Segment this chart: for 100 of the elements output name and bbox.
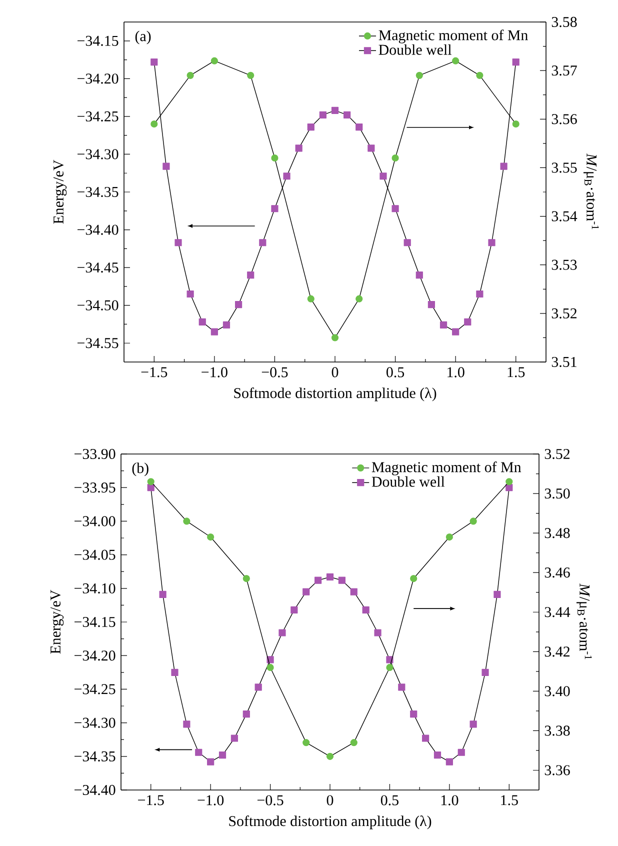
point <box>319 111 326 118</box>
y2-tick-label: 3.36 <box>544 765 570 776</box>
point <box>380 172 387 180</box>
y-tick-label: −34.20 <box>74 650 116 661</box>
y-tick-label: −34.35 <box>78 186 118 198</box>
x-tick-label: 0.5 <box>386 367 404 378</box>
point <box>230 734 238 742</box>
y-tick-label: −34.35 <box>74 751 116 762</box>
y-tick-label: −34.25 <box>74 684 116 694</box>
point <box>271 205 278 212</box>
point <box>218 752 226 759</box>
point <box>488 239 496 246</box>
point <box>234 301 242 308</box>
x-tick-label: −0.5 <box>262 367 288 378</box>
point <box>314 576 322 584</box>
point <box>283 172 290 180</box>
y-tick-label: −34.30 <box>78 149 118 160</box>
point <box>470 720 477 728</box>
point <box>162 162 170 170</box>
point <box>307 295 314 302</box>
point <box>452 57 460 64</box>
point <box>254 684 262 691</box>
point <box>368 144 375 152</box>
y2-tick-label: 3.40 <box>544 686 570 696</box>
point <box>356 123 363 131</box>
legend-label: Magnetic moment of Mn <box>378 30 528 44</box>
y2-tick-label: 3.53 <box>552 260 577 270</box>
point <box>247 72 254 79</box>
point <box>410 574 418 582</box>
x-tick-label: 1.0 <box>441 795 458 806</box>
point <box>386 664 394 672</box>
point <box>458 748 465 756</box>
legend-label: Double well <box>378 44 452 55</box>
y2-tick-label: 3.44 <box>544 607 570 618</box>
y-tick-label: −34.00 <box>74 516 116 526</box>
point <box>398 684 406 691</box>
point <box>302 739 310 746</box>
y-axis-title: Energy/eV <box>54 160 67 224</box>
point <box>494 590 501 598</box>
point <box>476 72 484 79</box>
y2-axis-title: M/μ$_{B}$·atom$^{-1}$ <box>576 583 592 660</box>
point <box>198 318 206 326</box>
x-tick-label: 0 <box>326 795 334 806</box>
point <box>344 111 351 118</box>
y-tick-label: −34.05 <box>74 550 116 560</box>
point <box>259 239 266 246</box>
legend-label: Magnetic moment of Mn <box>372 462 522 476</box>
x-tick-label: 1.5 <box>508 367 525 378</box>
point <box>242 710 250 718</box>
point <box>331 334 339 342</box>
point <box>410 710 418 718</box>
point <box>464 318 472 326</box>
y-axis-title: Energy/eV <box>50 590 64 654</box>
point <box>207 533 214 541</box>
x-tick-label: −0.5 <box>257 795 284 806</box>
point <box>374 629 382 636</box>
point <box>183 518 190 525</box>
x-tick-label: −1.0 <box>202 367 228 378</box>
point <box>392 154 399 162</box>
x-tick-label: 1.0 <box>448 367 464 378</box>
point <box>326 752 334 760</box>
point <box>404 239 411 246</box>
point <box>271 154 278 162</box>
y2-tick-label: 3.57 <box>552 66 577 76</box>
y2-axis-title: M/μ$_{B}$·atom$^{-1}$ <box>584 153 599 230</box>
point <box>183 720 190 728</box>
point <box>242 574 250 582</box>
y-tick-label: −34.40 <box>74 784 116 796</box>
point <box>159 590 166 598</box>
y2-tick-label: 3.38 <box>544 726 570 736</box>
y-tick-label: −34.15 <box>74 616 116 628</box>
y-tick-label: −34.45 <box>78 262 118 273</box>
point <box>356 295 363 302</box>
point <box>422 734 430 742</box>
y-tick-label: −34.55 <box>78 338 118 348</box>
y2-tick-label: 3.42 <box>544 646 570 657</box>
x-tick-label: 1.5 <box>501 795 518 806</box>
x-axis-title: Softmode distortion amplitude (λ) <box>229 816 432 830</box>
y2-tick-label: 3.58 <box>552 16 577 28</box>
point <box>512 58 520 66</box>
point <box>476 290 484 298</box>
y-tick-label: −34.30 <box>74 718 116 728</box>
y-tick-label: −34.40 <box>78 224 118 235</box>
point <box>470 518 477 525</box>
y-tick-label: −34.20 <box>78 74 118 84</box>
point <box>350 739 358 746</box>
point <box>195 748 202 756</box>
y-tick-label: −33.90 <box>74 448 116 460</box>
point <box>302 588 310 596</box>
y2-tick-label: 3.52 <box>552 308 577 318</box>
point <box>210 328 218 336</box>
x-tick-label: 0 <box>332 367 338 378</box>
point <box>186 72 194 79</box>
point <box>446 758 453 766</box>
x-tick-label: −1.5 <box>141 367 168 378</box>
x-tick-label: 0.5 <box>380 795 398 806</box>
point <box>222 321 230 329</box>
annotation: (b) <box>132 462 148 476</box>
y2-tick-label: 3.46 <box>544 568 570 578</box>
point <box>338 576 346 584</box>
